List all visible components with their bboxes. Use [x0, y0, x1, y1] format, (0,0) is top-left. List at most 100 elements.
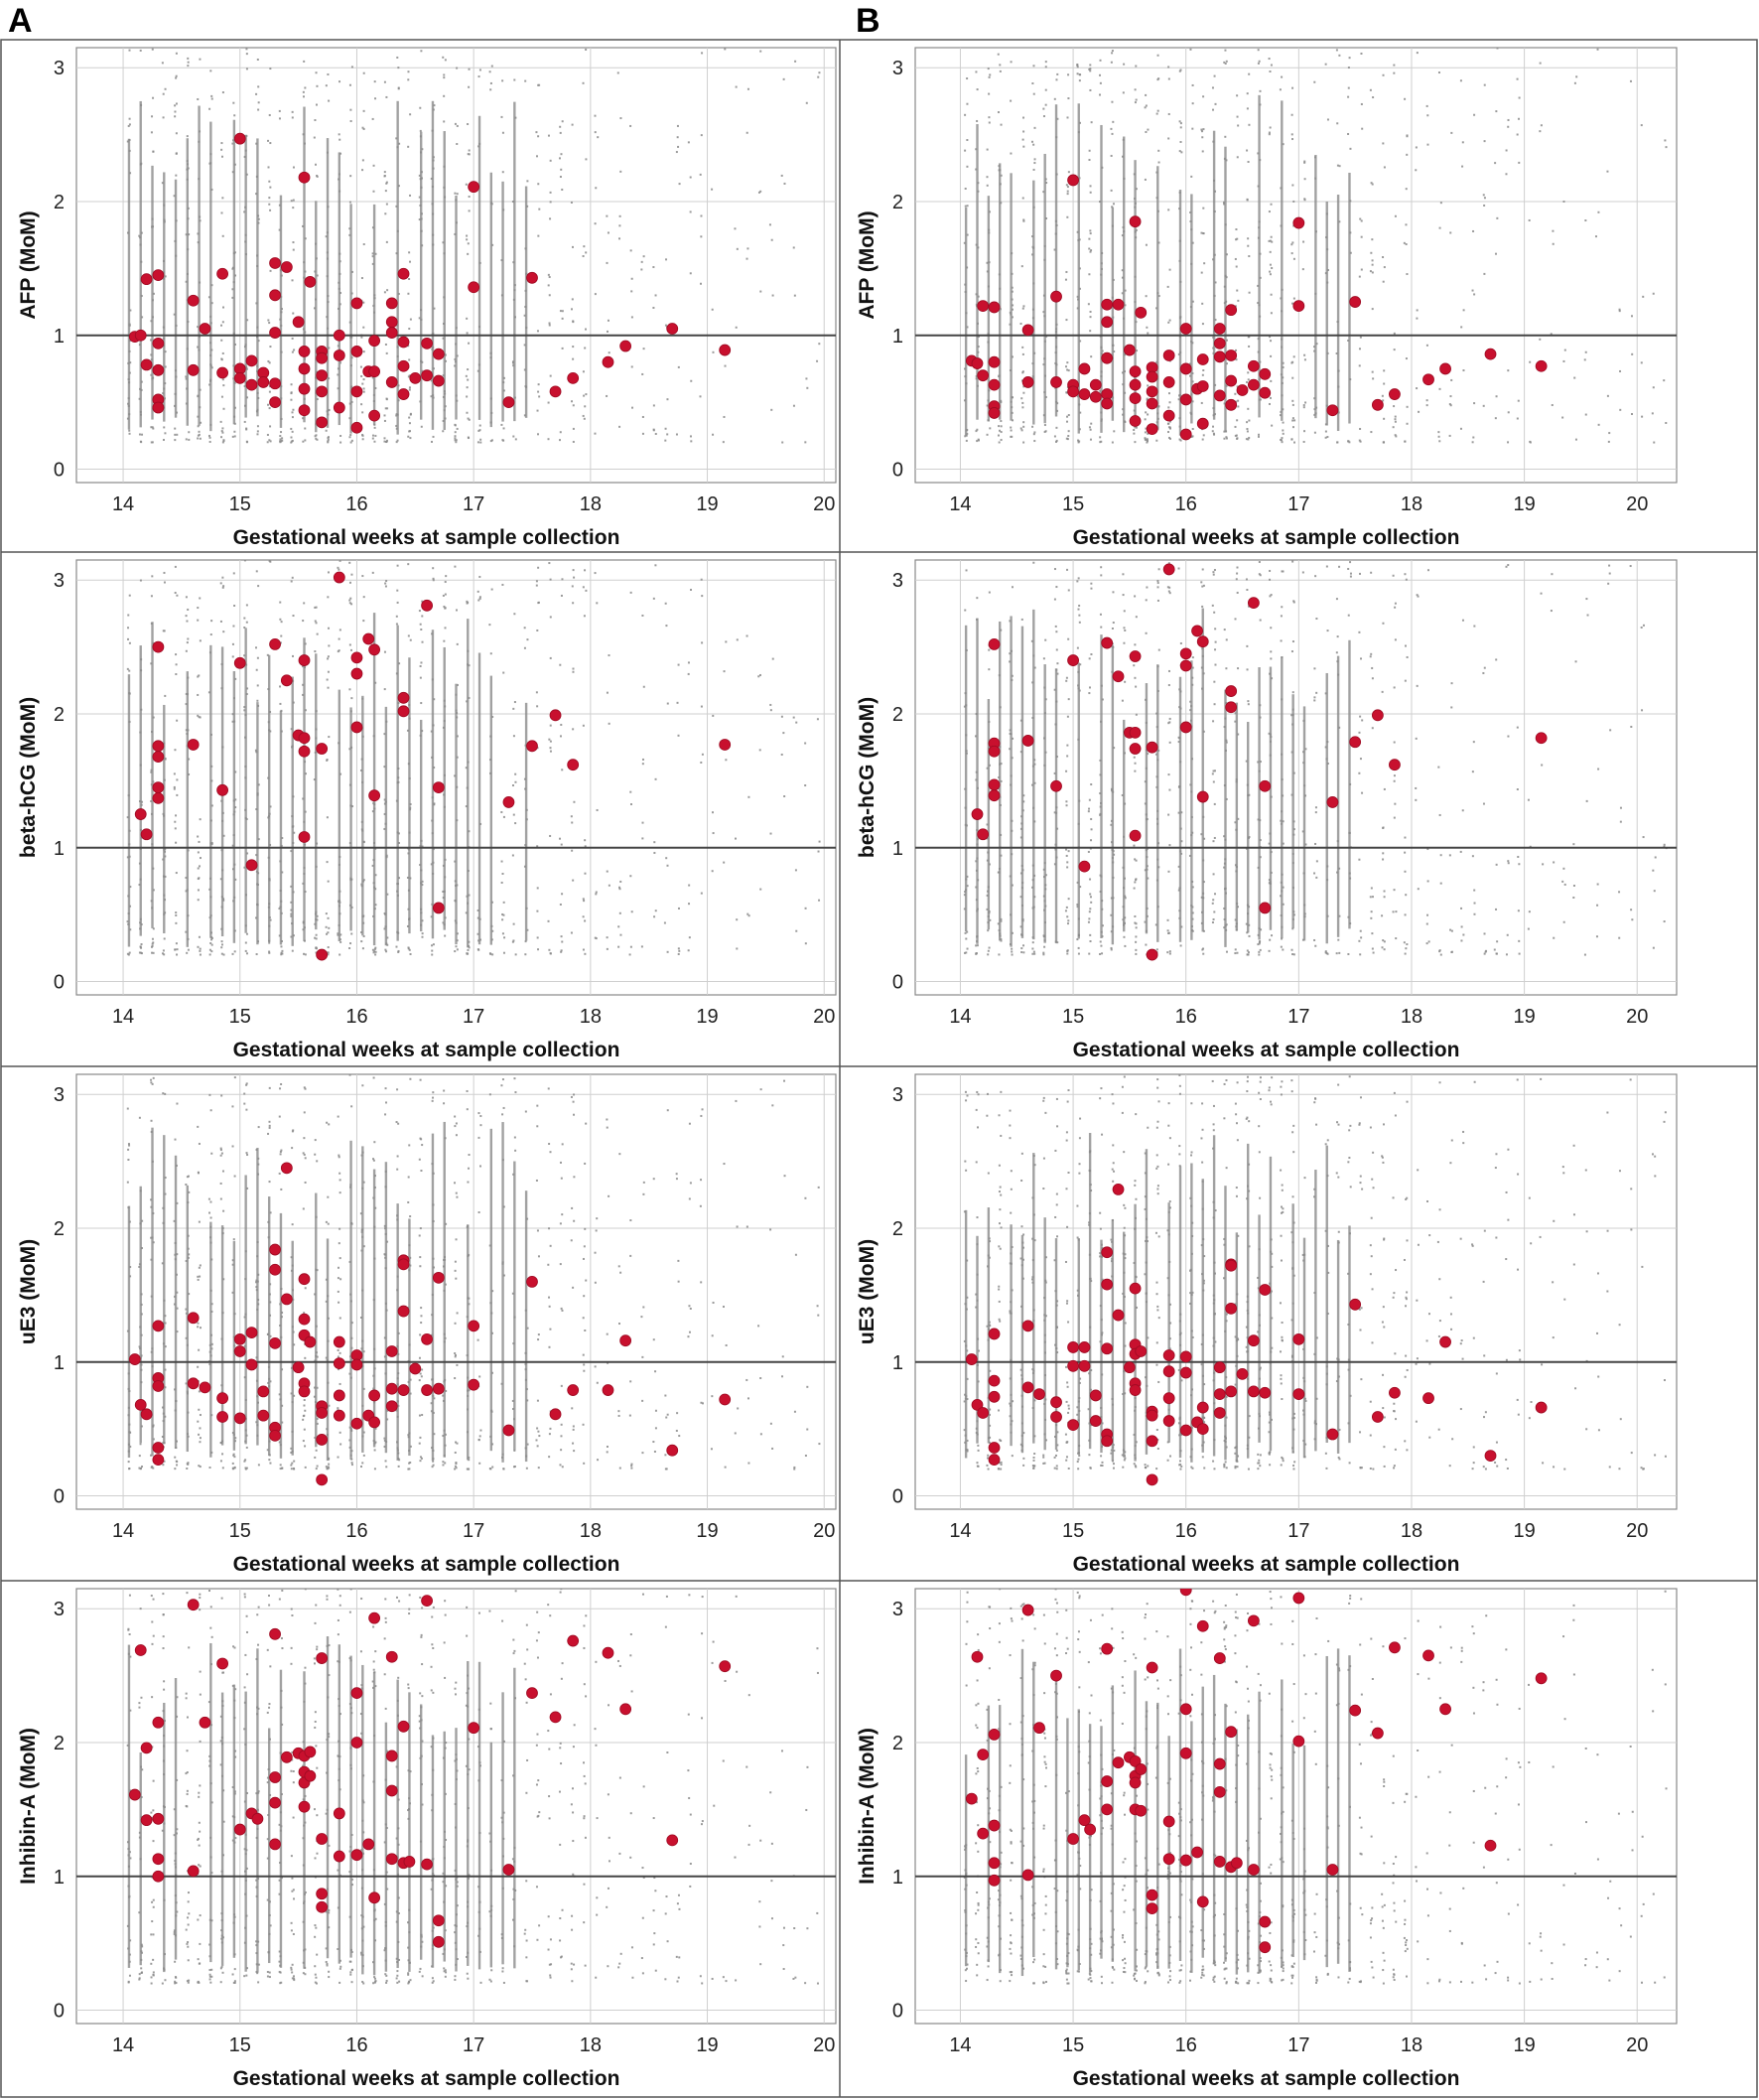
background-point	[1358, 275, 1361, 278]
background-point	[150, 320, 153, 323]
data-point	[1292, 216, 1305, 229]
background-point	[138, 397, 141, 400]
background-point	[1189, 306, 1192, 309]
background-point	[186, 745, 189, 748]
background-point	[1124, 289, 1127, 292]
background-point	[337, 933, 339, 936]
background-point	[1134, 202, 1137, 205]
background-point	[187, 248, 190, 251]
background-point	[1044, 638, 1047, 641]
background-point	[735, 85, 738, 88]
background-point	[456, 354, 459, 357]
background-point	[279, 1087, 282, 1090]
background-point	[1246, 198, 1249, 201]
background-point	[281, 1368, 284, 1371]
background-point	[1270, 312, 1273, 315]
data-point	[316, 351, 329, 364]
background-point	[1112, 120, 1115, 123]
background-point	[1257, 866, 1260, 869]
background-point	[965, 824, 968, 827]
data-point	[1129, 829, 1142, 842]
background-point	[257, 1273, 260, 1276]
background-point	[197, 232, 200, 235]
background-point	[1572, 843, 1575, 846]
background-point	[701, 641, 704, 644]
background-point	[326, 251, 329, 254]
data-point	[1225, 398, 1238, 411]
background-point	[571, 849, 574, 852]
background-point	[233, 929, 236, 932]
background-point	[606, 394, 609, 397]
background-point	[477, 326, 480, 329]
background-point	[151, 1365, 154, 1368]
background-point	[974, 735, 977, 738]
background-point	[1021, 138, 1024, 141]
background-point	[468, 418, 471, 421]
background-point	[220, 430, 223, 433]
background-point	[652, 429, 655, 432]
background-point	[1438, 949, 1441, 952]
background-point	[421, 845, 424, 848]
background-point	[1225, 362, 1228, 365]
background-point	[1259, 398, 1262, 401]
background-point	[139, 847, 142, 850]
background-point	[583, 245, 586, 248]
background-point	[384, 948, 387, 951]
background-point	[1190, 341, 1193, 344]
background-point	[1089, 893, 1092, 896]
data-point	[298, 745, 311, 758]
background-point	[1067, 430, 1070, 433]
background-point	[245, 1152, 248, 1155]
background-point	[1291, 138, 1294, 141]
background-point	[1189, 719, 1192, 722]
background-point	[1134, 230, 1137, 233]
background-point	[1124, 895, 1127, 898]
background-point	[338, 923, 340, 926]
background-point	[477, 145, 480, 148]
background-point	[595, 891, 598, 894]
background-point	[1269, 336, 1272, 339]
background-point	[210, 950, 213, 953]
background-point	[454, 122, 457, 125]
background-point	[1122, 226, 1125, 229]
background-point	[221, 427, 224, 430]
background-point	[1020, 822, 1023, 825]
background-point	[1347, 440, 1350, 443]
data-point	[1129, 215, 1142, 228]
background-point	[151, 907, 154, 910]
background-point	[1100, 626, 1103, 629]
background-point	[1167, 392, 1170, 395]
background-point	[1496, 216, 1499, 219]
background-point	[1177, 398, 1180, 401]
background-point	[1395, 937, 1398, 940]
background-point	[220, 906, 223, 909]
background-point	[1055, 700, 1058, 703]
background-point	[1089, 70, 1092, 72]
background-point	[501, 918, 504, 921]
background-column	[1032, 609, 1035, 940]
x-tick-label: 15	[1062, 493, 1084, 515]
background-column	[1224, 689, 1227, 947]
background-point	[455, 441, 458, 444]
background-point	[1133, 173, 1136, 176]
background-point	[1237, 124, 1240, 127]
background-point	[185, 1382, 188, 1385]
background-point	[1225, 437, 1228, 440]
background-point	[231, 1291, 234, 1294]
background-point	[1235, 866, 1238, 869]
background-point	[315, 933, 318, 936]
background-point	[151, 377, 154, 380]
background-point	[1045, 217, 1048, 220]
background-point	[186, 135, 189, 138]
background-point	[338, 349, 341, 351]
background-point	[1291, 917, 1294, 920]
background-point	[280, 311, 283, 314]
background-point	[338, 863, 340, 866]
background-point	[1067, 850, 1070, 853]
background-point	[1031, 879, 1034, 882]
background-point	[432, 435, 435, 438]
background-point	[1349, 200, 1352, 203]
data-point	[1146, 423, 1158, 435]
background-point	[1281, 437, 1284, 440]
background-point	[174, 1409, 177, 1412]
